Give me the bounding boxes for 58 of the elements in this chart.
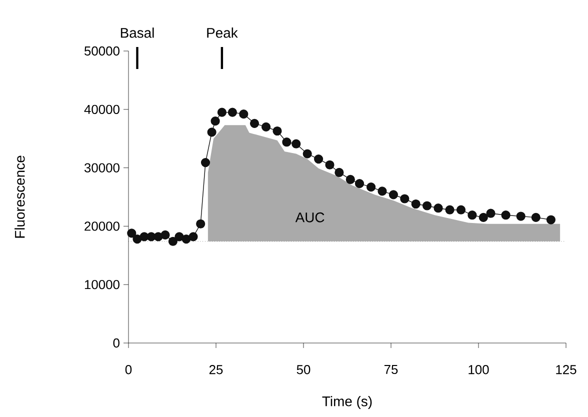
point xyxy=(388,190,398,200)
point xyxy=(182,234,191,244)
x-tick-label: 50 xyxy=(296,365,310,374)
point xyxy=(127,228,136,238)
text: Basal xyxy=(120,28,154,38)
point xyxy=(422,201,432,210)
y-tick-label: 10000 xyxy=(84,280,120,290)
y-tick-label: 50000 xyxy=(84,46,120,56)
point xyxy=(207,128,216,137)
point xyxy=(468,210,477,220)
y-tick-label: 0 xyxy=(113,338,120,348)
point xyxy=(132,234,142,244)
y-tick-label: 40000 xyxy=(84,104,120,114)
point xyxy=(400,194,410,204)
x-tick-label: 25 xyxy=(209,365,223,374)
point xyxy=(546,215,556,224)
y-tick-label: 30000 xyxy=(84,163,120,172)
point xyxy=(531,212,540,222)
point xyxy=(168,236,178,246)
point xyxy=(501,210,510,220)
y-axis-title: Fluorescence xyxy=(14,156,25,238)
x-tick-label: 125 xyxy=(556,365,576,374)
point xyxy=(354,179,364,188)
point xyxy=(314,154,324,164)
annotation: AUC xyxy=(295,212,324,222)
point xyxy=(200,158,210,168)
point xyxy=(228,108,237,117)
point xyxy=(210,116,220,126)
point xyxy=(302,149,312,158)
point xyxy=(292,139,301,148)
point xyxy=(160,230,170,240)
point xyxy=(434,204,443,213)
point xyxy=(188,232,198,242)
point xyxy=(445,205,454,214)
point xyxy=(478,212,488,222)
point xyxy=(346,174,355,184)
point xyxy=(411,199,420,209)
point xyxy=(456,205,466,214)
point xyxy=(239,110,248,119)
point xyxy=(486,208,496,218)
x-tick-label: 0 xyxy=(125,365,132,374)
point xyxy=(325,160,334,170)
point xyxy=(196,219,206,228)
point xyxy=(262,122,271,132)
x-axis-title: Time (s) xyxy=(322,396,372,410)
text: Peak xyxy=(207,28,238,38)
x-tick-label: 75 xyxy=(384,365,398,374)
y-tick-label: 20000 xyxy=(84,222,120,231)
point xyxy=(366,182,376,192)
point xyxy=(272,126,282,136)
x-tick-label: 100 xyxy=(468,365,489,374)
point xyxy=(217,108,226,117)
point xyxy=(334,168,344,178)
point xyxy=(516,212,526,221)
point xyxy=(250,118,260,128)
point xyxy=(282,138,292,147)
point xyxy=(174,232,184,242)
point xyxy=(378,186,387,196)
